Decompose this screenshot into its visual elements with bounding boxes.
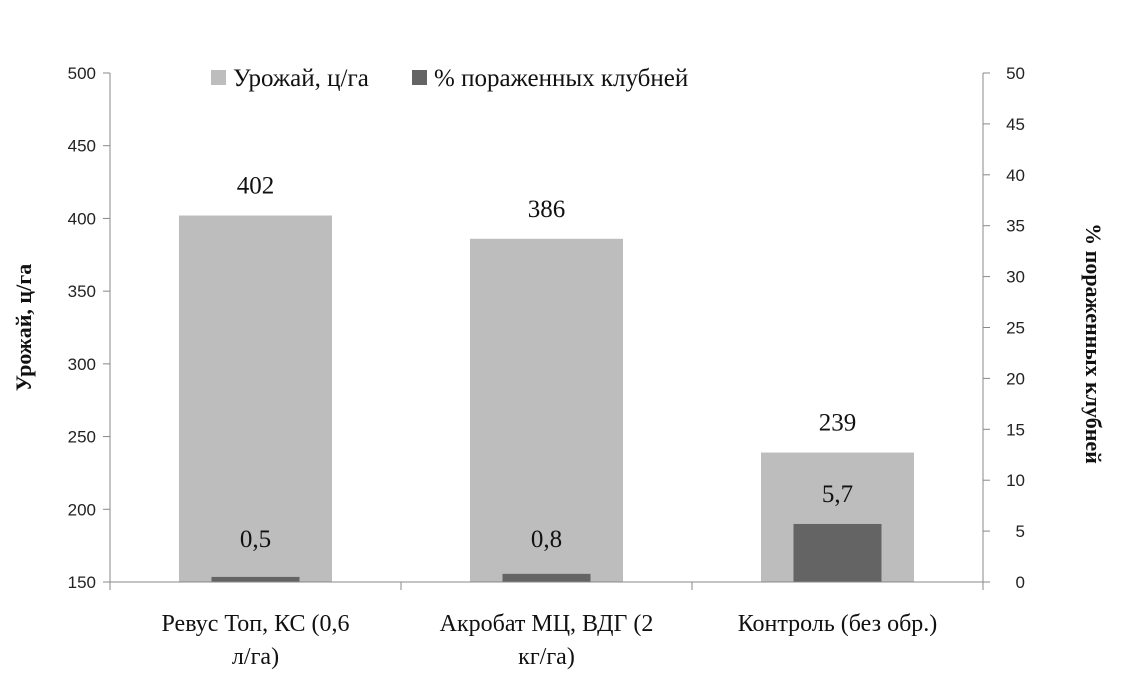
data-label-percent: 0,5: [240, 526, 271, 553]
y-tick-label: 200: [68, 500, 96, 519]
data-label-percent: 0,8: [531, 526, 562, 553]
legend-swatch: [211, 70, 226, 85]
x-tick-label: л/га): [232, 644, 279, 670]
y2-tick-label: 10: [1006, 471, 1025, 490]
y2-tick-label: 20: [1006, 369, 1025, 388]
y-tick-label: 350: [68, 282, 96, 301]
y2-tick-label: 50: [1006, 64, 1025, 83]
y2-tick-label: 0: [1016, 573, 1025, 592]
y-tick-label: 500: [68, 64, 96, 83]
data-label-yield: 402: [237, 173, 275, 200]
y-tick-label: 450: [68, 137, 96, 156]
x-tick-label: кг/га): [518, 644, 575, 670]
data-label-yield: 386: [528, 196, 566, 223]
legend-label: Урожай, ц/га: [233, 65, 369, 92]
legend: Урожай, ц/га % пораженных клубней: [211, 65, 688, 92]
y2-tick-label: 45: [1006, 115, 1025, 134]
bars-layer: [179, 215, 914, 582]
y2-tick-label: 35: [1006, 217, 1025, 236]
y2-tick-label: 40: [1006, 166, 1025, 185]
bar-yield: [470, 238, 623, 582]
axes-layer: 150 200 250 300 350 400 450 500 0 5 10 15 20 25 30 35 40…: [11, 64, 1106, 592]
y2-axis-title: % пораженных клубней: [1081, 223, 1106, 464]
y2-tick-label: 15: [1006, 420, 1025, 439]
y2-tick-label: 25: [1006, 319, 1025, 338]
bar-percent: [793, 523, 882, 582]
bar-percent: [502, 573, 591, 582]
y-tick-label: 150: [68, 573, 96, 592]
legend-label: % пораженных клубней: [434, 65, 688, 92]
y-tick-label: 300: [68, 355, 96, 374]
data-label-percent: 5,7: [822, 481, 853, 508]
x-tick-label: Ревус Топ, КС (0,6: [162, 611, 350, 637]
x-tick-label: Акробат МЦ, ВДГ (2: [440, 611, 654, 637]
bar-percent: [211, 576, 300, 582]
y2-tick-label: 30: [1006, 268, 1025, 287]
y2-tick-label: 5: [1016, 522, 1025, 541]
y-tick-label: 250: [68, 428, 96, 447]
x-tick-label: Контроль (без обр.): [738, 611, 938, 637]
y-axis-title: Урожай, ц/га: [11, 264, 36, 391]
bar-yield: [179, 215, 332, 582]
labels-layer: 402 0,5 Ревус Топ, КС (0,6 л/га) 386 0,8 Акроб…: [162, 173, 938, 670]
data-label-yield: 239: [819, 410, 857, 437]
legend-swatch: [412, 70, 427, 85]
y-tick-label: 400: [68, 209, 96, 228]
